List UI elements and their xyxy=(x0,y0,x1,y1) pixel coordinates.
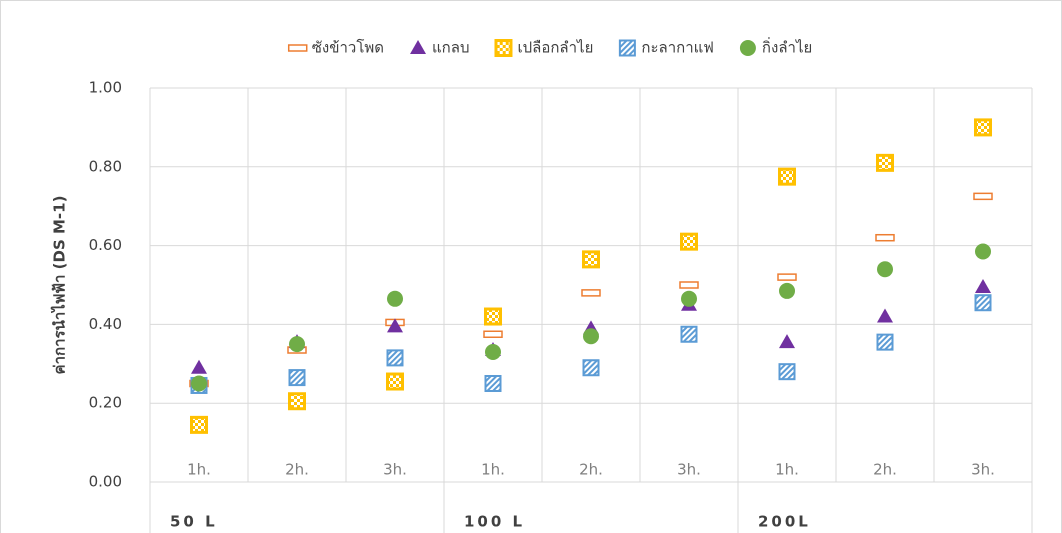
square-marker xyxy=(190,415,208,434)
legend-label: แกลบ xyxy=(432,39,469,57)
y-tick-label: 0.20 xyxy=(89,394,122,412)
square-marker xyxy=(582,250,600,269)
square-marker xyxy=(288,392,306,411)
triangle-marker xyxy=(877,308,893,323)
legend-label: ซังข้าวโพด xyxy=(312,39,384,57)
group-label: 50 L xyxy=(170,513,218,531)
dash-marker xyxy=(287,44,308,52)
x-tick-label: 2h. xyxy=(579,461,603,479)
square-marker xyxy=(680,232,698,251)
triangle-marker xyxy=(410,40,427,54)
legend-label: เปลือกลำไย xyxy=(517,39,593,57)
triangle-marker xyxy=(975,278,991,293)
legend-item: แกลบ xyxy=(410,39,469,57)
triangle-marker xyxy=(779,334,795,349)
x-tick-label: 3h. xyxy=(677,461,701,479)
square-marker xyxy=(778,167,796,186)
circle-marker xyxy=(387,290,403,307)
x-tick-label: 1h. xyxy=(187,461,211,479)
circle-marker xyxy=(779,282,795,299)
circle-marker xyxy=(583,328,599,345)
circle-marker xyxy=(739,40,756,56)
circle-marker xyxy=(877,261,893,278)
y-tick-label: 1.00 xyxy=(89,79,122,97)
triangle-marker xyxy=(191,359,207,374)
x-tick-label: 1h. xyxy=(775,461,799,479)
dash-marker xyxy=(483,330,503,338)
y-tick-label: 0.80 xyxy=(89,157,122,175)
square-marker xyxy=(974,294,992,312)
circle-marker xyxy=(289,336,305,353)
square-marker xyxy=(582,359,600,377)
square-marker xyxy=(288,369,306,387)
legend-label: กะลากาแฟ xyxy=(641,39,714,57)
group-label: 100 L xyxy=(464,513,525,531)
dash-marker xyxy=(581,289,601,297)
square-marker xyxy=(484,375,502,392)
legend: ซังข้าวโพด แกลบ เปลือกลำไย กะลากาแฟ กิ่งลำไย xyxy=(287,37,812,57)
legend-item: กิ่งลำไย xyxy=(739,37,812,57)
square-marker xyxy=(386,349,404,367)
legend-item: เปลือกลำไย xyxy=(494,39,593,57)
circle-marker xyxy=(681,290,697,307)
square-marker xyxy=(484,307,502,326)
y-tick-label: 0.40 xyxy=(89,315,122,333)
square-marker xyxy=(618,39,636,57)
legend-item: กะลากาแฟ xyxy=(618,39,714,57)
y-tick-label: 0.00 xyxy=(89,473,122,491)
legend-item: ซังข้าวโพด xyxy=(287,39,384,57)
square-marker xyxy=(876,153,894,172)
x-tick-label: 2h. xyxy=(285,461,309,479)
circle-marker xyxy=(191,375,207,392)
legend-label: กิ่งลำไย xyxy=(762,37,812,57)
square-marker xyxy=(778,363,796,381)
square-marker xyxy=(680,325,698,343)
triangle-marker xyxy=(387,318,403,333)
square-marker xyxy=(494,39,513,57)
square-marker xyxy=(386,372,404,391)
y-tick-label: 0.60 xyxy=(89,236,122,254)
dash-marker xyxy=(777,273,797,281)
dash-marker xyxy=(973,192,993,201)
x-tick-label: 1h. xyxy=(481,461,505,479)
x-tick-label: 3h. xyxy=(971,461,995,479)
square-marker xyxy=(974,118,992,137)
circle-marker xyxy=(485,343,501,360)
group-label: 200L xyxy=(758,513,811,531)
y-axis-label: ค่าการนำไฟฟ้า (DS M-1) xyxy=(50,196,69,375)
x-tick-label: 3h. xyxy=(383,461,407,479)
dash-marker xyxy=(679,281,699,289)
circle-marker xyxy=(975,243,991,260)
x-tick-label: 2h. xyxy=(873,461,897,479)
dash-marker xyxy=(875,233,895,242)
square-marker xyxy=(876,333,894,351)
